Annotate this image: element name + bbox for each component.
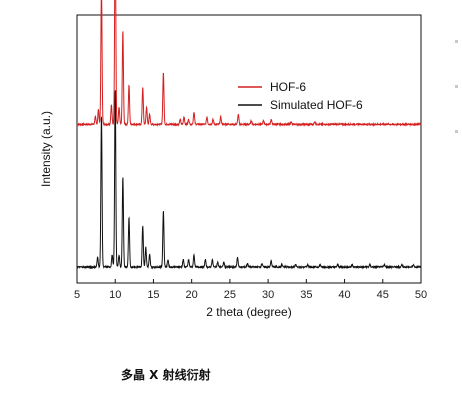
x-tick-label: 10	[109, 289, 121, 301]
series-layer	[76, 0, 422, 270]
y-axis-title: Intensity (a.u.)	[39, 111, 53, 187]
series-line-hof-6	[76, 0, 422, 127]
x-tick-label: 35	[300, 289, 312, 301]
x-axis: 5 10 15 20 25 30 35 40 45 50	[74, 279, 427, 301]
plot-frame	[76, 14, 422, 284]
x-tick-label: 15	[147, 289, 159, 301]
figure-caption: 多晶 X 射线衍射	[121, 368, 211, 382]
legend-label-simulated-hof-6: Simulated HOF-6	[270, 98, 363, 112]
x-tick-label: 50	[415, 289, 427, 301]
legend-label-hof-6: HOF-6	[270, 80, 306, 94]
x-tick-label: 5	[74, 289, 80, 301]
x-tick-label: 40	[338, 289, 350, 301]
x-tick-label: 20	[186, 289, 198, 301]
x-axis-title: 2 theta (degree)	[206, 305, 291, 319]
x-tick-label: 25	[224, 289, 236, 301]
series-line-simulated-hof-6	[76, 90, 422, 270]
xrd-chart: 5 10 15 20 25 30 35 40 45 50 2 theta (degree) Int…	[39, 0, 427, 319]
x-tick-label: 30	[262, 289, 274, 301]
page-edge-marks	[455, 40, 459, 180]
x-tick-label: 45	[377, 289, 389, 301]
legend: HOF-6 Simulated HOF-6	[238, 80, 363, 112]
